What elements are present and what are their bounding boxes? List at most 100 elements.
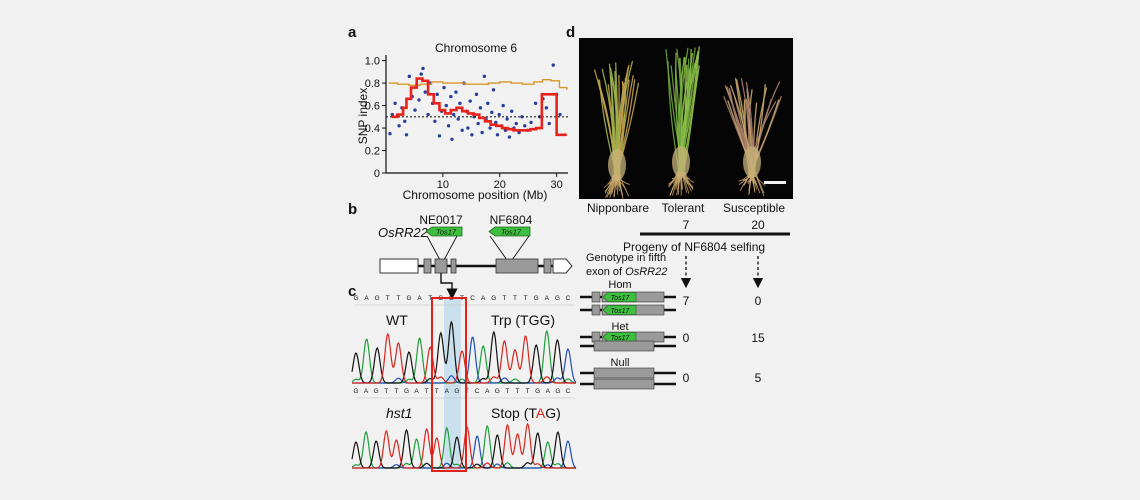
red-snp-line: [391, 77, 567, 137]
x-tick-label: 30: [551, 179, 563, 191]
utr-5: [379, 258, 419, 274]
label-tolerant: Tolerant: [662, 201, 705, 215]
snp-point: [446, 124, 451, 128]
tos17-tag-1: Tos17: [425, 226, 463, 261]
snp-point: [544, 106, 549, 110]
rice-plant-photo: [579, 38, 793, 199]
snp-point: [514, 121, 518, 126]
progeny-label: Progeny of NF6804 selfing: [623, 240, 765, 254]
snp-point: [490, 110, 494, 115]
snp-point: [397, 124, 401, 128]
base-call: A: [545, 295, 550, 302]
x-tick-label: 10: [437, 179, 449, 191]
panel-label-c: c: [348, 283, 356, 300]
y-tick-label: 0.2: [365, 146, 380, 158]
plant-tolerant: [665, 46, 700, 196]
snp-point: [388, 131, 392, 136]
exon-5: [543, 258, 552, 274]
base-call: T: [465, 388, 469, 395]
snp-point: [423, 90, 427, 94]
snp-point: [421, 66, 425, 71]
tos17-tag-2: Tos17: [488, 226, 531, 261]
null-tolerant: 0: [683, 371, 690, 385]
null-susceptible: 5: [755, 371, 762, 385]
base-call: G: [374, 388, 379, 395]
snp-point: [433, 119, 437, 124]
snp-point: [417, 98, 421, 102]
y-tick-label: 0.6: [365, 101, 380, 113]
snp-point: [494, 120, 498, 125]
snp-point: [474, 92, 479, 97]
snp-point: [437, 134, 442, 138]
base-call: T: [394, 388, 398, 395]
tos17-tag-2-text: Tos17: [501, 228, 522, 237]
base-call: T: [396, 295, 400, 302]
snp-point: [435, 92, 439, 97]
y-tick-label: 0.4: [365, 123, 380, 135]
snp-point: [456, 117, 460, 121]
orange-snp-line: [388, 79, 568, 90]
snp-point: [407, 74, 412, 79]
base-call: T: [384, 388, 388, 395]
base-call: T: [425, 388, 429, 395]
hom-tag-2: Tos17: [611, 308, 631, 315]
snp-point: [486, 101, 490, 106]
snp-point: [523, 124, 527, 128]
trace-t: [352, 332, 576, 384]
hom-susceptible: 0: [755, 294, 762, 308]
snp-point: [404, 133, 409, 137]
base-call: G: [495, 388, 500, 395]
snp-point: [529, 120, 533, 125]
het-susceptible: 15: [751, 331, 765, 345]
snp-point: [503, 128, 508, 132]
snp-point: [551, 63, 555, 67]
snp-point: [458, 101, 462, 106]
susceptible-total: 20: [751, 218, 765, 232]
snp-point: [426, 112, 430, 117]
tolerant-total: 7: [683, 218, 690, 232]
base-call: G: [534, 295, 539, 302]
snp-point: [454, 90, 458, 94]
base-call: T: [526, 388, 530, 395]
label-nipponbare: Nipponbare: [587, 201, 649, 215]
snp-point: [507, 135, 512, 139]
hom-tag-1: Tos17: [611, 295, 631, 302]
snp-point: [547, 121, 551, 126]
snp-point: [482, 74, 487, 79]
y-tick-label: 0: [374, 168, 380, 180]
utr-3: [552, 258, 573, 274]
genotype-het: Het: [611, 321, 628, 333]
panel-label-d: d: [566, 24, 575, 41]
base-call: G: [555, 388, 560, 395]
snp-point: [466, 126, 470, 130]
base-call: A: [364, 388, 369, 395]
snp-point: [468, 99, 472, 103]
y-tick-label: 1.0: [365, 56, 380, 68]
y-tick-label: 0.8: [365, 78, 380, 90]
base-call: G: [555, 295, 560, 302]
mutation-box: [431, 297, 467, 472]
genotype-table: Genotype in fifth exon of OsRR22 7 20 Pr…: [580, 218, 790, 390]
base-call: T: [516, 388, 520, 395]
base-call: T: [524, 295, 528, 302]
base-call: C: [475, 388, 480, 395]
base-call: C: [470, 295, 475, 302]
trace-g: [351, 428, 576, 469]
base-call: A: [546, 388, 551, 395]
exon-1: [423, 258, 432, 274]
snp-point: [476, 121, 480, 126]
snp-point: [495, 133, 500, 137]
base-call: T: [505, 388, 509, 395]
base-call: G: [406, 295, 411, 302]
het-tag: Tos17: [611, 335, 631, 342]
base-call: A: [414, 388, 419, 395]
insertion-label-ne0017: NE0017: [419, 213, 463, 227]
snp-point: [449, 94, 453, 99]
genotype-hom: Hom: [608, 279, 631, 291]
x-tick-label: 20: [494, 179, 506, 191]
base-call: G: [491, 295, 496, 302]
tos17-tag-1-text: Tos17: [436, 228, 457, 237]
snp-point: [478, 106, 483, 110]
panel-label-b: b: [348, 201, 357, 218]
base-call: A: [364, 295, 369, 302]
